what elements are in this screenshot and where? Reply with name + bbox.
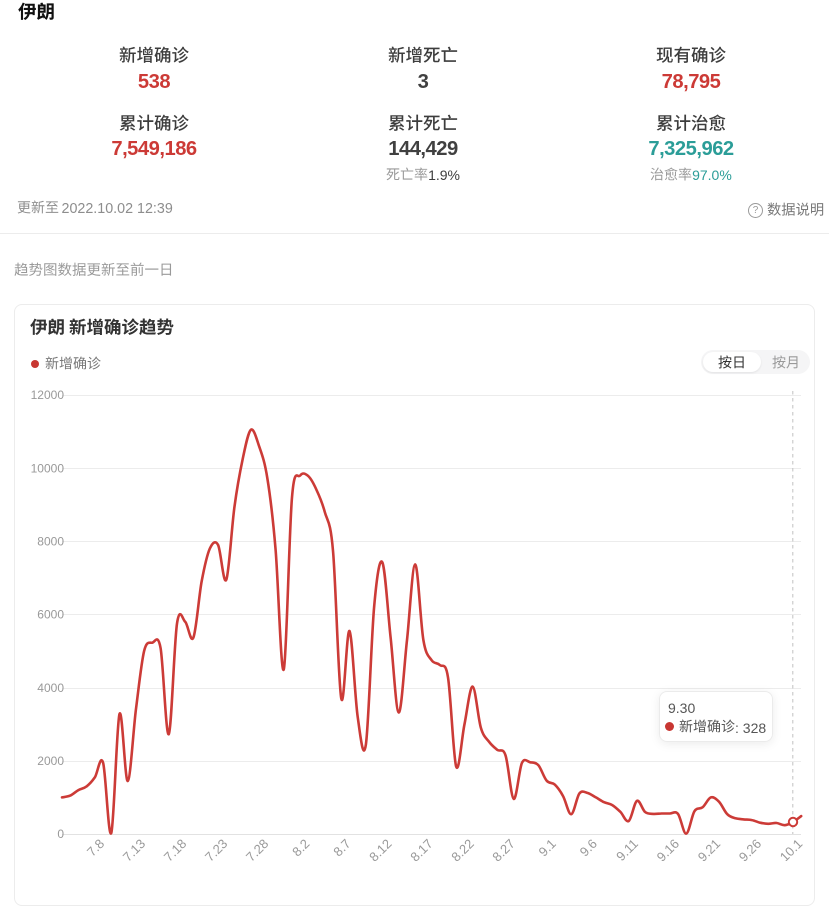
svg-text:9.26: 9.26 [736, 836, 765, 861]
svg-text:7.18: 7.18 [161, 836, 190, 861]
svg-text:8.2: 8.2 [289, 836, 312, 859]
svg-text:12000: 12000 [31, 388, 65, 402]
svg-text:8000: 8000 [37, 535, 64, 549]
svg-text:7.8: 7.8 [84, 836, 107, 859]
svg-text:6000: 6000 [37, 608, 64, 622]
svg-text:0: 0 [57, 827, 64, 841]
svg-text:9.21: 9.21 [695, 836, 724, 861]
svg-text:9.11: 9.11 [613, 836, 641, 861]
svg-text:8.17: 8.17 [407, 836, 436, 861]
svg-text:7.23: 7.23 [202, 836, 231, 861]
svg-text:8.27: 8.27 [489, 836, 518, 861]
svg-text:9.16: 9.16 [654, 836, 683, 861]
svg-text:10000: 10000 [31, 461, 65, 475]
svg-text:9.1: 9.1 [536, 836, 559, 859]
svg-text:9.6: 9.6 [577, 836, 600, 859]
svg-text:8.7: 8.7 [330, 836, 353, 859]
svg-text:7.13: 7.13 [120, 836, 149, 861]
svg-text:8.22: 8.22 [448, 836, 477, 861]
svg-text:7.28: 7.28 [243, 836, 272, 861]
svg-text:8.12: 8.12 [366, 836, 395, 861]
svg-text:2000: 2000 [37, 754, 64, 768]
svg-text:10.1: 10.1 [777, 836, 806, 861]
svg-text:4000: 4000 [37, 681, 64, 695]
